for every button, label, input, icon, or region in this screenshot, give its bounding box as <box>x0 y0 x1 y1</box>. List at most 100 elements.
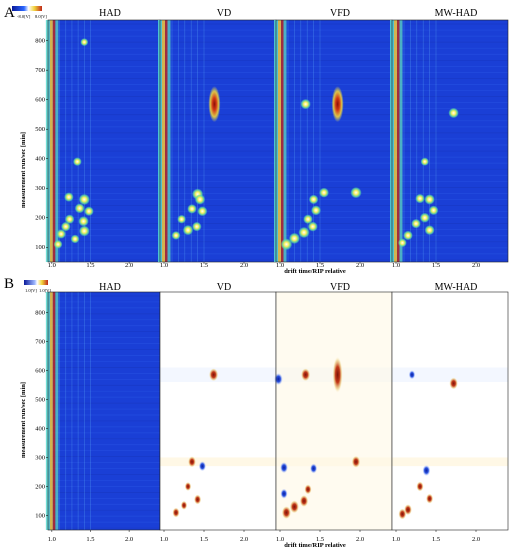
subplot-title: HAD <box>99 8 121 19</box>
signal-peak <box>298 226 310 239</box>
signal-peak <box>350 187 362 199</box>
y-tick-label: 500 <box>35 126 45 133</box>
y-tick-label: 600 <box>35 97 45 104</box>
x-tick-label: 1.0 <box>48 536 56 543</box>
subplot-background <box>160 292 276 530</box>
y-tick-label: 300 <box>35 185 45 192</box>
signal-peak <box>424 225 435 236</box>
x-tick-label: 1.0 <box>160 262 168 269</box>
rip-band-red <box>281 20 284 262</box>
signal-peak <box>398 238 407 248</box>
subplots-a: HAD VD VFD MW-HAD <box>45 8 509 263</box>
signal-peak <box>78 225 90 237</box>
x-tick-label: 1.5 <box>200 536 208 543</box>
x-axis-label-a: drift time/RIP relative <box>284 268 346 275</box>
x-axis-label-b: drift time/RIP relative <box>284 542 346 549</box>
signal-peak <box>188 456 196 468</box>
panel-a: A -8.0[V] 8.0[V] measurement run/sec [mi… <box>4 5 509 275</box>
colorbar-a-min-label: -8.0[V] <box>17 14 31 19</box>
signal-peak <box>171 231 181 240</box>
signal-peak <box>194 194 206 205</box>
subplot-border <box>391 19 509 263</box>
signal-peak <box>304 484 312 495</box>
signal-peak <box>78 193 90 206</box>
x-tick-label: 2.0 <box>240 262 248 269</box>
y-tick-label: 300 <box>35 454 45 461</box>
y-tick-label: 600 <box>35 367 45 374</box>
subplot-title: MW-HAD <box>435 8 478 19</box>
signal-peak <box>70 234 80 244</box>
subplot-vfd: VFD <box>274 282 393 531</box>
signal-peak <box>428 205 439 216</box>
colorbar-b <box>24 280 48 285</box>
signal-peak <box>194 494 202 505</box>
subplot-background <box>48 292 160 530</box>
signal-peak <box>182 224 194 236</box>
signal-peak <box>177 214 187 224</box>
signal-peak <box>307 221 318 232</box>
subplot-title: VFD <box>330 8 350 19</box>
subplot-background <box>276 20 392 262</box>
signal-peak <box>64 214 75 225</box>
colorbar-b-min-label: 1.0[V] <box>25 288 37 293</box>
subplot-mw-had: MW-HAD <box>390 8 509 263</box>
signal-peak <box>310 463 318 474</box>
y-tick-label: 200 <box>35 483 45 490</box>
signal-peak <box>84 206 94 217</box>
signal-peak <box>56 229 66 239</box>
x-tick-label: 1.5 <box>316 536 324 543</box>
x-tick-label: 2.0 <box>125 536 133 543</box>
signal-peak <box>419 212 430 223</box>
rip-band-teal <box>283 20 287 262</box>
subplot-title: VD <box>217 8 231 19</box>
y-ticks-b: 100 200 300 400 500 600 700 800 <box>35 309 48 519</box>
colorbar-a-max-label: 8.0[V] <box>35 14 47 19</box>
y-axis-label-b: measurement run/sec [min] <box>20 382 27 458</box>
y-tick-label: 100 <box>35 512 45 519</box>
subplot-title: VD <box>217 282 231 293</box>
y-tick-label: 400 <box>35 156 45 163</box>
signal-peak <box>426 493 434 504</box>
panel-label-b: B <box>4 276 14 292</box>
x-tick-label: 1.0 <box>276 262 284 269</box>
x-tick-label: 1.0 <box>160 536 168 543</box>
signal-peak <box>300 368 311 382</box>
x-ticks-b: 1.0 1.5 2.0 1.0 1.5 2.0 1.0 1.5 2.0 1.0 1.5 2.0 <box>48 530 480 543</box>
subplot-mw-had: MW-HAD <box>391 282 509 531</box>
signal-peak <box>424 194 435 205</box>
subplot-background <box>392 20 508 262</box>
signal-peak <box>403 230 413 241</box>
signal-peak <box>187 204 197 214</box>
y-tick-label: 700 <box>35 338 45 345</box>
signal-peak <box>184 481 192 491</box>
rip-band-teal <box>55 20 59 262</box>
signal-peak <box>74 203 85 214</box>
signal-peak <box>449 377 458 390</box>
signal-peak <box>416 481 424 492</box>
y-tick-label: 400 <box>35 425 45 432</box>
x-tick-label: 1.0 <box>392 536 400 543</box>
x-tick-label: 1.0 <box>48 262 56 269</box>
diff-band <box>392 367 508 382</box>
signal-peak <box>308 194 319 205</box>
rip-band-yellow <box>278 20 281 262</box>
rip-band-teal <box>55 292 59 530</box>
rip-band-yellow <box>49 20 53 262</box>
rip-band-yellow <box>49 292 53 530</box>
y-tick-label: 700 <box>35 67 45 74</box>
signal-peak <box>331 86 344 123</box>
y-tick-label: 800 <box>35 309 45 316</box>
signal-peak <box>415 193 425 204</box>
signal-peak <box>420 157 429 166</box>
subplot-background <box>392 292 508 530</box>
signal-peak <box>408 370 416 380</box>
signal-peak <box>180 500 188 510</box>
x-tick-label: 1.5 <box>432 536 440 543</box>
signal-peak <box>64 192 74 202</box>
rip-band-yellow <box>394 20 397 262</box>
rip-band-red <box>52 20 56 262</box>
x-tick-label: 2.0 <box>125 262 133 269</box>
signal-peak <box>192 221 202 232</box>
signal-peak <box>53 239 63 249</box>
